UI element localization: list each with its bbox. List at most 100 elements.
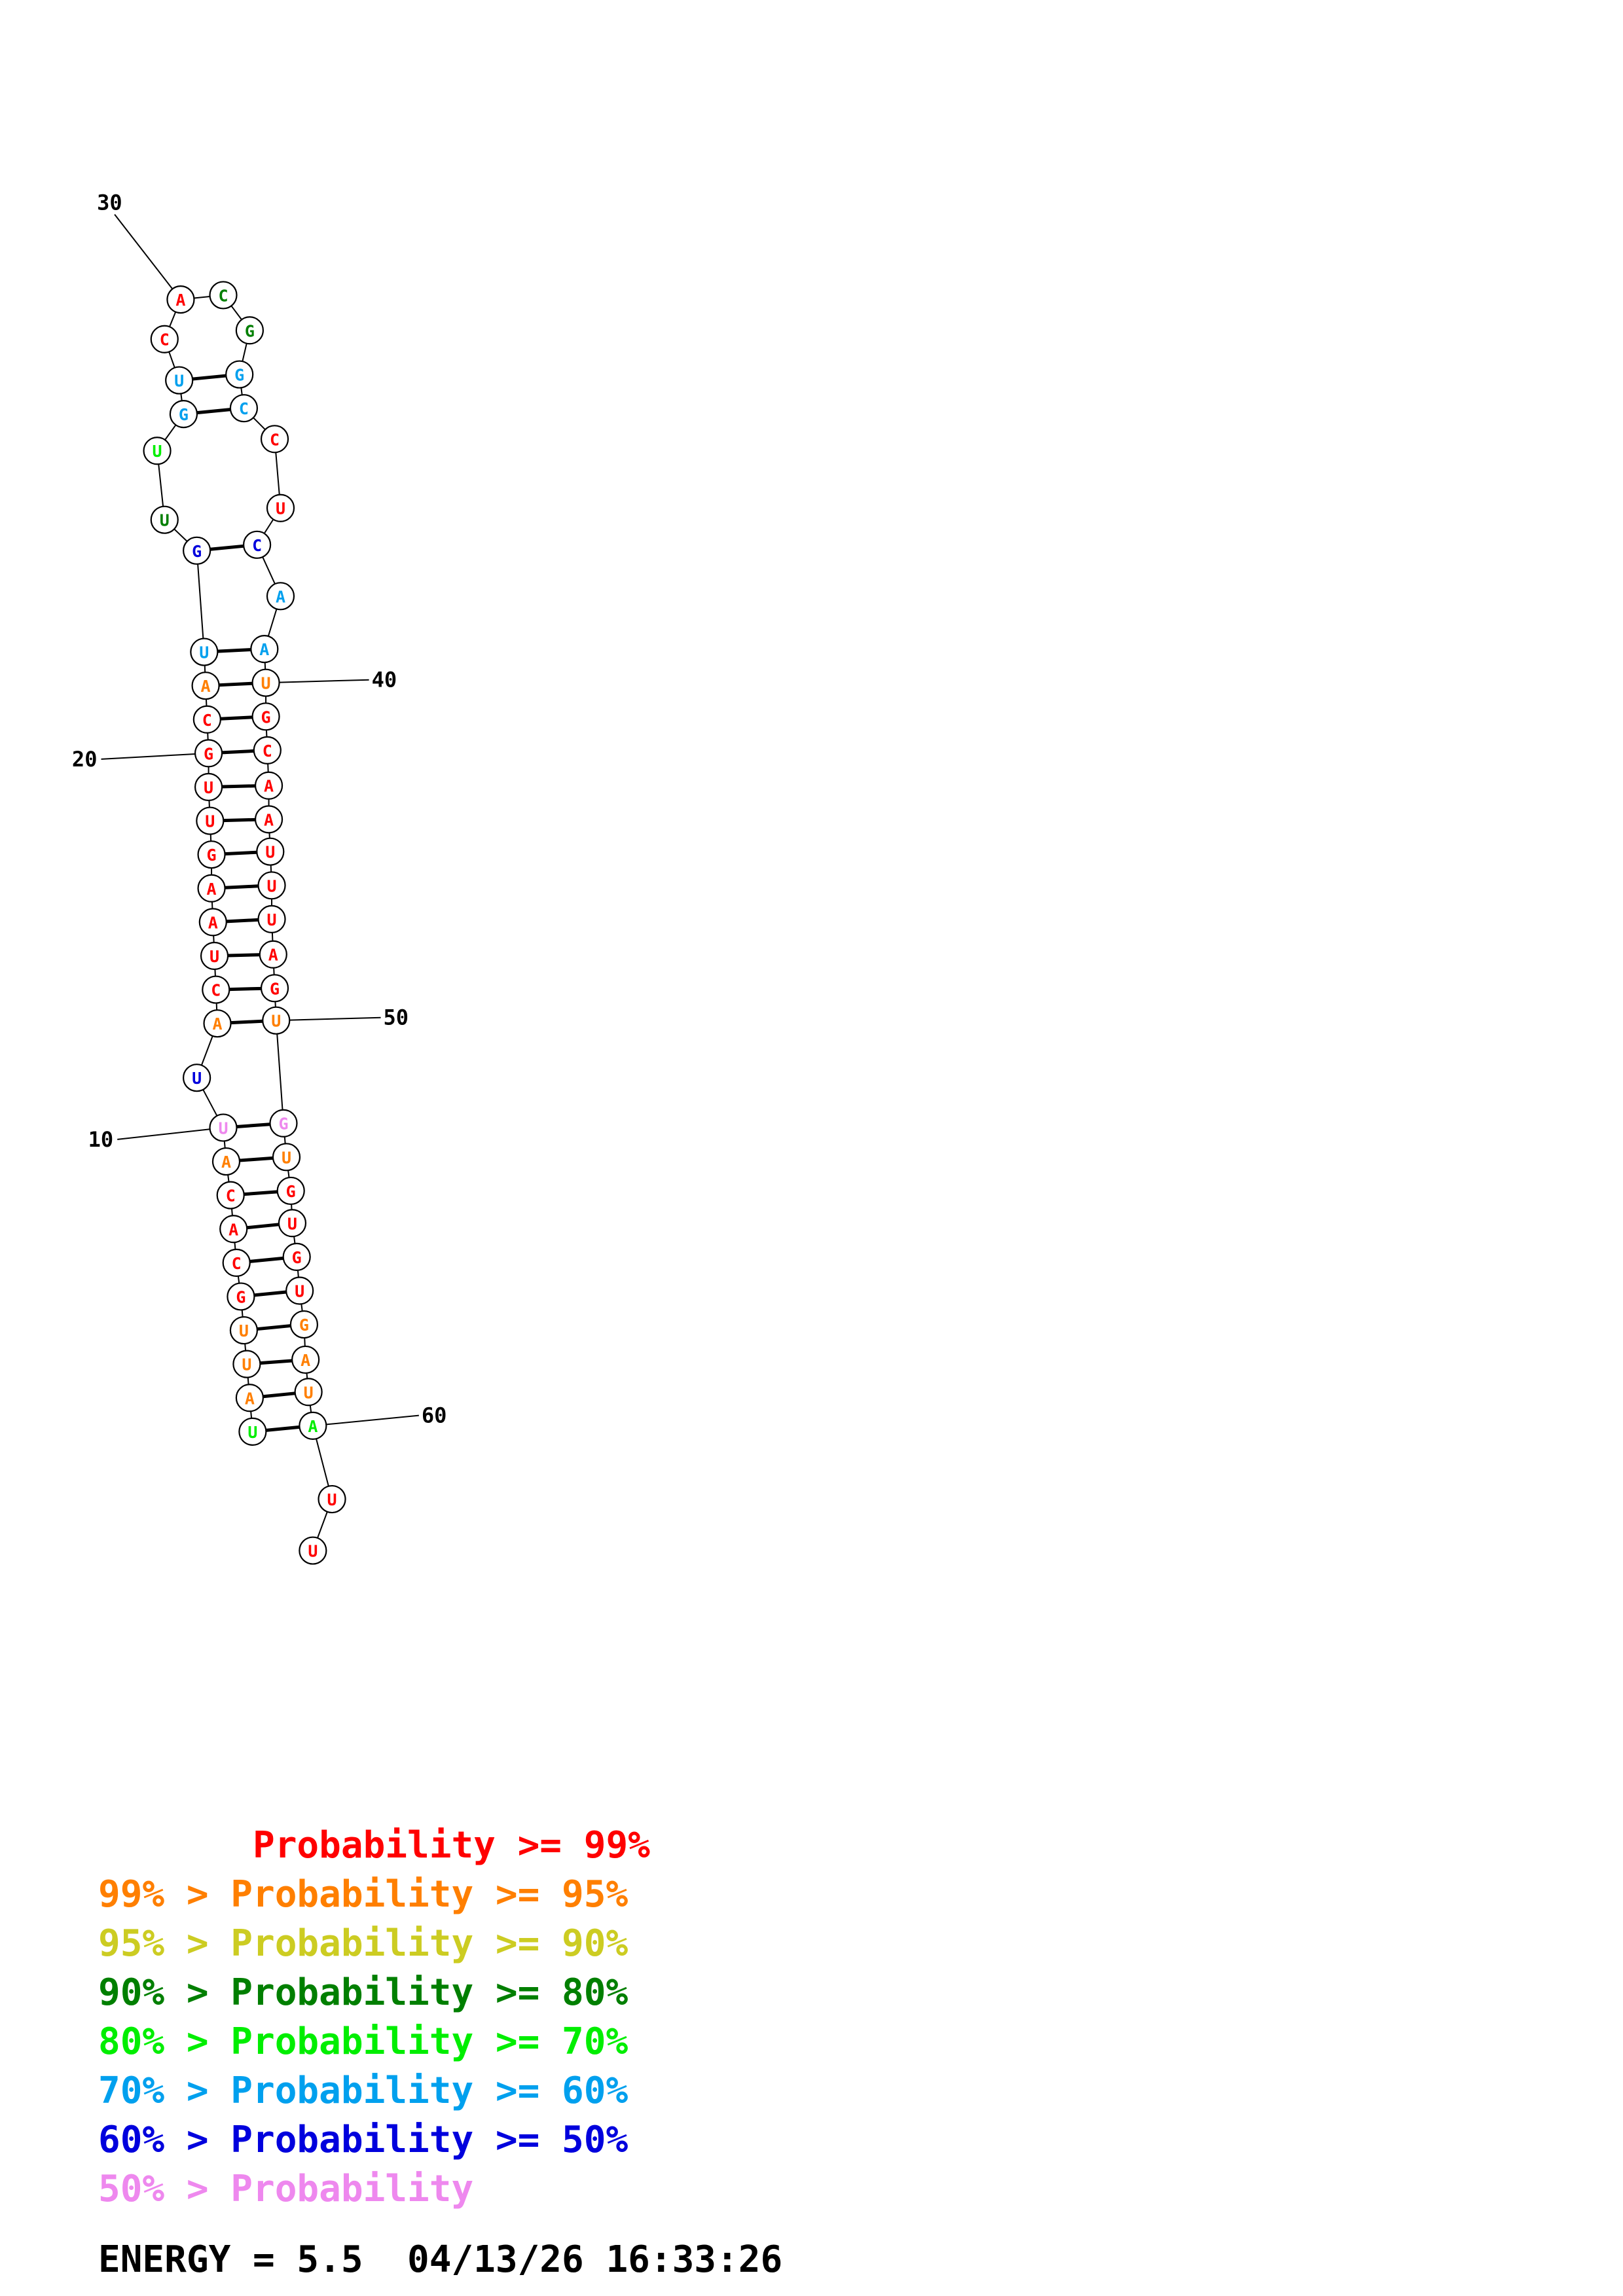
base-pair-line bbox=[220, 715, 253, 721]
nucleotide: A bbox=[291, 1345, 320, 1374]
nucleotide-circle bbox=[256, 837, 285, 866]
nucleotide-circle bbox=[276, 1176, 305, 1206]
backbone-segment bbox=[197, 564, 204, 639]
nucleotide-base: C bbox=[226, 1187, 236, 1206]
nucleotide-base: G bbox=[245, 321, 255, 340]
backbone-segment bbox=[271, 932, 274, 941]
nucleotide-circle bbox=[192, 705, 221, 734]
nucleotide-circle bbox=[211, 1147, 241, 1176]
nucleotide: A bbox=[250, 634, 279, 664]
base-pair-line bbox=[236, 1122, 270, 1128]
nucleotide: U bbox=[143, 437, 172, 465]
nucleotide: A bbox=[259, 940, 287, 969]
nucleotide-base: A bbox=[221, 1153, 231, 1172]
backbone-segment bbox=[293, 1236, 296, 1244]
base-pair-line bbox=[230, 1019, 263, 1025]
nucleotide: C bbox=[229, 394, 259, 423]
position-number-label: 30 bbox=[97, 190, 122, 215]
nucleotide-circle bbox=[190, 637, 219, 666]
base-pair-line bbox=[249, 1256, 284, 1263]
base-pair-line bbox=[229, 986, 262, 992]
nucleotide-base: G bbox=[286, 1182, 296, 1201]
nucleotide-circle bbox=[235, 1384, 264, 1412]
nucleotide-circle bbox=[260, 974, 289, 1003]
base-pair-line bbox=[192, 374, 227, 381]
nucleotide-base: G bbox=[234, 366, 244, 385]
nucleotide-base: U bbox=[210, 947, 219, 966]
nucleotide-base: U bbox=[304, 1383, 314, 1402]
backbone-segment bbox=[242, 343, 247, 362]
nucleotide-circle bbox=[183, 1064, 211, 1092]
nucleotide-base: U bbox=[205, 812, 215, 831]
position-tick-line bbox=[101, 753, 196, 760]
nucleotide-circle bbox=[250, 634, 279, 664]
backbone-segment bbox=[237, 1276, 240, 1283]
backbone-segment bbox=[253, 417, 266, 430]
position-labels: 10 20 30 40 50 60 bbox=[72, 190, 447, 1428]
nucleotide-base: G bbox=[192, 542, 202, 561]
nucleotide: U bbox=[209, 1113, 238, 1142]
backbone-segment bbox=[194, 296, 210, 299]
backbone-segment bbox=[241, 1310, 244, 1318]
nucleotide-base: G bbox=[278, 1115, 288, 1134]
base-pair-lines bbox=[192, 374, 300, 1432]
nucleotide-circle bbox=[196, 806, 225, 835]
nucleotide-circle bbox=[232, 1350, 261, 1378]
nucleotide-base: U bbox=[308, 1542, 318, 1561]
nucleotide: U bbox=[232, 1350, 261, 1378]
nucleotide: U bbox=[251, 668, 280, 697]
backbone-segment bbox=[301, 1304, 303, 1312]
nucleotide-circle bbox=[150, 505, 179, 534]
nucleotide-base: A bbox=[201, 677, 211, 696]
nucleotide-circle bbox=[254, 771, 283, 800]
backbone-segment bbox=[275, 452, 280, 495]
backbone-segment bbox=[247, 1377, 249, 1385]
nucleotide-base: U bbox=[295, 1282, 304, 1300]
position-number-label: 10 bbox=[88, 1127, 114, 1152]
nucleotide: U bbox=[238, 1417, 267, 1446]
nucleotide: U bbox=[183, 1064, 211, 1092]
nucleotide-base: U bbox=[287, 1214, 297, 1233]
nucleotide: G bbox=[260, 974, 289, 1003]
nucleotide-circle bbox=[253, 736, 282, 764]
position-number-label: 40 bbox=[372, 668, 397, 692]
backbone-segment bbox=[316, 1438, 329, 1486]
nucleotide: U bbox=[190, 637, 219, 666]
backbone-segment bbox=[262, 556, 276, 584]
nucleotide-base: U bbox=[267, 910, 277, 929]
nucleotide: G bbox=[251, 702, 280, 731]
nucleotide-base: A bbox=[264, 777, 274, 796]
nucleotide-circle bbox=[197, 874, 226, 903]
nucleotide-base: U bbox=[160, 511, 170, 530]
nucleotide: U bbox=[194, 772, 223, 802]
nucleotide: G bbox=[269, 1109, 298, 1138]
backbone-segment bbox=[158, 464, 164, 507]
nucleotide: U bbox=[257, 871, 286, 900]
nucleotide-circle bbox=[259, 940, 287, 969]
nucleotide-base: C bbox=[232, 1254, 242, 1273]
nucleotide: C bbox=[243, 530, 272, 559]
nucleotide: G bbox=[225, 360, 254, 389]
backbone-segment bbox=[306, 1372, 308, 1379]
nucleotide-circle bbox=[294, 1378, 323, 1407]
nucleotide-base: A bbox=[259, 640, 269, 659]
nucleotide-base: C bbox=[218, 286, 228, 305]
nucleotide: G bbox=[197, 840, 226, 869]
nucleotide-circle bbox=[291, 1345, 320, 1374]
base-pair-line bbox=[225, 850, 257, 856]
base-pair-line bbox=[217, 648, 251, 653]
nucleotide-circle bbox=[200, 941, 229, 971]
nucleotide-circle bbox=[251, 668, 280, 697]
nucleotide: C bbox=[150, 325, 179, 353]
nucleotide-circle bbox=[203, 1009, 232, 1038]
nucleotide-circle bbox=[285, 1276, 314, 1305]
legend-entry: Probability >= 99% bbox=[98, 1824, 650, 1867]
nucleotide-circle bbox=[197, 840, 226, 869]
base-pair-line bbox=[263, 1391, 295, 1399]
nucleotide-base: U bbox=[276, 499, 285, 518]
nucleotide: C bbox=[192, 705, 221, 734]
nucleotide-base: A bbox=[301, 1351, 310, 1370]
nucleotide-base: U bbox=[192, 1069, 202, 1088]
